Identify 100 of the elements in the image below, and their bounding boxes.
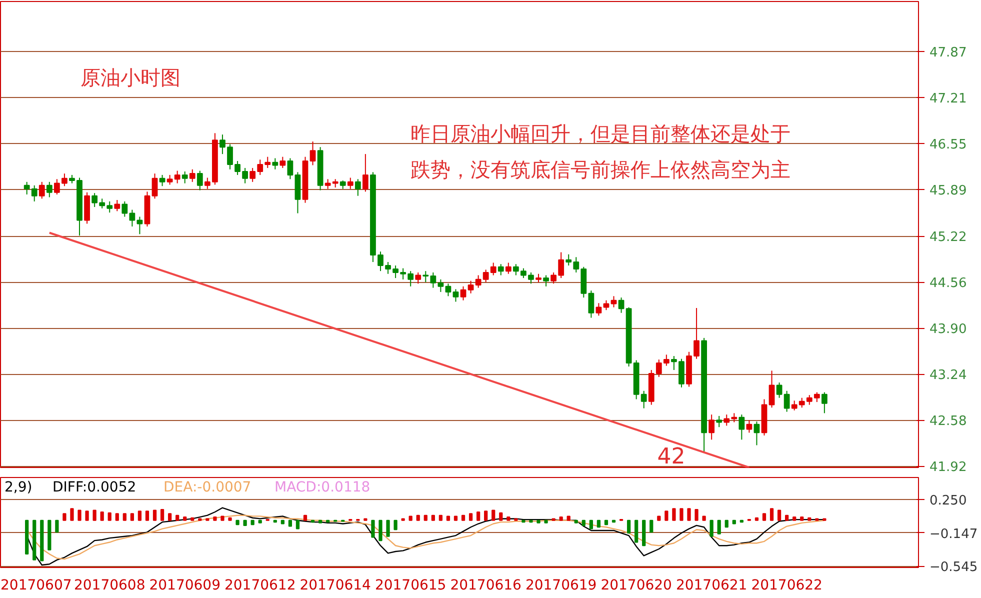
x-tick-label: 20170616 (450, 578, 522, 594)
candlestick (182, 170, 188, 184)
bar (190, 517, 194, 521)
candlestick (46, 181, 52, 198)
bar (250, 520, 254, 526)
bar (122, 513, 126, 521)
x-tick-label: 20170619 (525, 578, 597, 594)
bar (32, 520, 36, 560)
bar (40, 520, 44, 562)
candlestick (204, 177, 210, 190)
candlestick (716, 415, 722, 428)
x-tick-label: 20170614 (300, 578, 372, 594)
y-tick-label: 44.56 (930, 276, 967, 292)
bar (650, 520, 654, 533)
bar (138, 510, 142, 521)
bar (626, 520, 631, 534)
candlestick (242, 167, 248, 184)
candlestick (174, 170, 180, 184)
bar (762, 513, 766, 521)
candlestick (347, 177, 354, 190)
candlestick (603, 300, 610, 311)
bar (25, 520, 29, 555)
candlestick (798, 397, 805, 408)
bar (280, 520, 284, 524)
x-tick-label: 20170622 (751, 578, 822, 594)
y-tick-label: −0.545 (930, 560, 978, 576)
bar (168, 513, 172, 521)
bar (499, 512, 503, 521)
bar (694, 508, 698, 521)
bar (785, 514, 789, 521)
candlestick (814, 392, 820, 403)
annotation: 昨日原油小幅回升，但是目前整体还是处于跌势，没有筑底信号前操作上依然高空为主 (410, 122, 790, 182)
bar (228, 517, 232, 521)
bar (130, 513, 134, 521)
candlestick (227, 144, 233, 170)
bar (55, 520, 59, 533)
bar (604, 520, 608, 526)
candlestick (768, 370, 775, 408)
bar (108, 512, 112, 521)
candlestick (38, 181, 45, 200)
text: DIFF:0.0052 (52, 480, 136, 496)
y-tick-label: 45.22 (930, 230, 967, 246)
bar (754, 517, 759, 521)
bar (770, 508, 774, 521)
candlestick (754, 421, 760, 446)
y-tick-label: 42.58 (930, 414, 967, 430)
bar (236, 520, 240, 526)
bar (724, 520, 728, 528)
bar (574, 520, 578, 524)
y-tick-label: 45.89 (930, 184, 967, 199)
candlestick (354, 178, 361, 196)
bar (70, 508, 74, 521)
y-tick-label: 43.24 (930, 368, 967, 384)
x-tick-label: 20170612 (224, 578, 296, 594)
bar (213, 516, 217, 521)
text: 原油小时图 (80, 66, 180, 90)
candlestick (618, 297, 624, 314)
bar (461, 514, 466, 521)
bar (115, 513, 119, 521)
candlestick (746, 420, 752, 434)
candlestick (738, 414, 745, 440)
candlestick (114, 200, 120, 212)
bar (484, 510, 488, 521)
bar (710, 520, 714, 537)
bar (657, 516, 661, 521)
bar (687, 508, 691, 521)
bar (664, 510, 668, 521)
candlestick (610, 296, 617, 308)
bar (183, 516, 187, 521)
candlestick (505, 262, 512, 274)
bar (589, 520, 593, 530)
x-tick-label: 20170607 (0, 578, 72, 594)
candlestick (385, 262, 391, 274)
bar (371, 520, 375, 538)
bar (492, 510, 496, 521)
line-series (26, 507, 826, 566)
bar (777, 510, 782, 521)
line-series (26, 514, 826, 560)
candlestick (220, 134, 226, 155)
bar (792, 516, 796, 521)
bar (386, 520, 390, 537)
x-tick-label: 20170615 (374, 578, 446, 594)
y-tick-label: 46.55 (930, 138, 967, 153)
bar (559, 516, 563, 521)
bar (566, 516, 570, 521)
x-tick-label: 20170608 (74, 578, 146, 594)
candlestick (776, 382, 782, 398)
candlestick (821, 392, 828, 414)
candlestick (694, 307, 700, 360)
bar (408, 516, 412, 521)
candlestick (152, 173, 158, 200)
candlestick (378, 251, 384, 272)
bar (318, 520, 322, 524)
bar (152, 510, 157, 521)
bar (378, 520, 382, 542)
bar (78, 510, 82, 521)
candlestick (392, 264, 398, 279)
bar (536, 520, 540, 524)
y-tick-label: −0.147 (930, 526, 978, 542)
candlestick (512, 264, 519, 276)
